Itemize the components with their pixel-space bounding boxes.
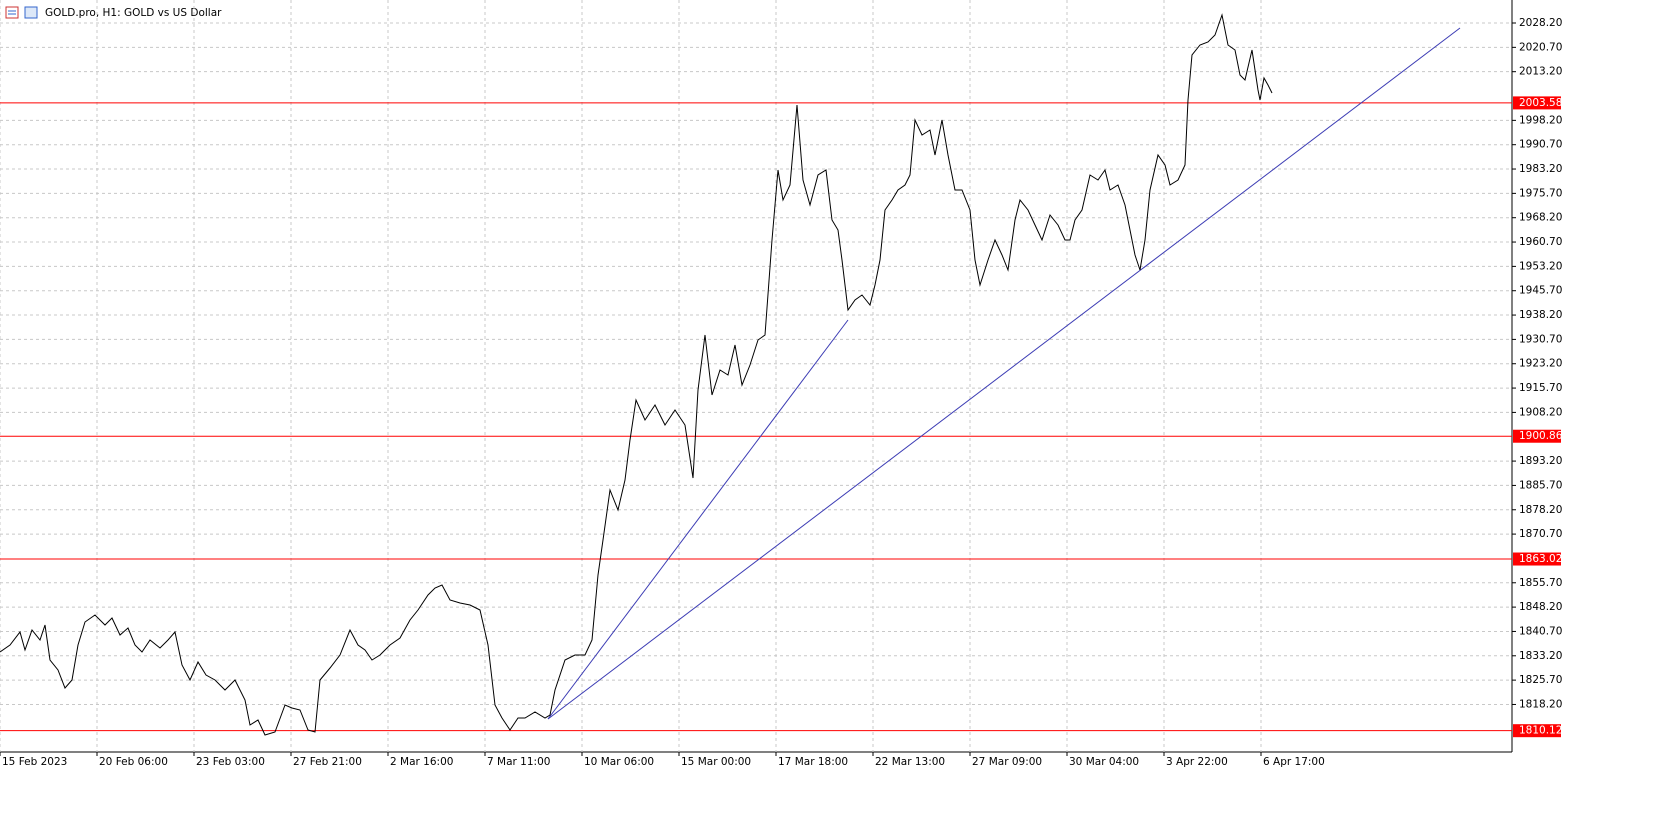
- y-tick-label: 1938.20: [1519, 309, 1562, 321]
- y-tick-label: 1855.70: [1519, 577, 1562, 589]
- level-label-bg: [1513, 96, 1561, 110]
- y-tick-label: 1930.70: [1519, 333, 1562, 345]
- x-tick-label: 7 Mar 11:00: [487, 756, 550, 768]
- level-label: 1863.02: [1519, 553, 1562, 565]
- y-tick-label: 1893.20: [1519, 455, 1562, 467]
- y-tick-label: 1975.70: [1519, 187, 1562, 199]
- level-label-bg: [1513, 552, 1561, 566]
- x-tick-label: 15 Feb 2023: [2, 756, 67, 768]
- icon: [5, 6, 19, 19]
- x-tick-label: 27 Mar 09:00: [972, 756, 1042, 768]
- y-tick-label: 1923.20: [1519, 358, 1562, 370]
- price-line: [0, 13, 1273, 736]
- x-tick-label: 6 Apr 17:00: [1263, 756, 1325, 768]
- level-label: 1810.12: [1519, 725, 1562, 737]
- y-tick-label: 1908.20: [1519, 406, 1562, 418]
- y-tick-label: 1990.70: [1519, 139, 1562, 151]
- y-tick-label: 1915.70: [1519, 382, 1562, 394]
- x-tick-label: 30 Mar 04:00: [1069, 756, 1139, 768]
- y-tick-label: 1945.70: [1519, 285, 1562, 297]
- y-tick-label: 1885.70: [1519, 479, 1562, 491]
- x-tick-label: 10 Mar 06:00: [584, 756, 654, 768]
- x-tick-label: 20 Feb 06:00: [99, 756, 168, 768]
- level-label-bg: [1513, 429, 1561, 443]
- y-tick-label: 2020.70: [1519, 41, 1562, 53]
- chart-title: GOLD.pro, H1: GOLD vs US Dollar: [45, 7, 222, 19]
- y-tick-label: 1960.70: [1519, 236, 1562, 248]
- y-tick-label: 2013.20: [1519, 66, 1562, 78]
- y-tick-label: 2028.20: [1519, 17, 1562, 29]
- level-label: 1900.86: [1519, 430, 1563, 442]
- y-tick-label: 1833.20: [1519, 650, 1562, 662]
- y-tick-label: 1983.20: [1519, 163, 1562, 175]
- x-tick-label: 23 Feb 03:00: [196, 756, 265, 768]
- y-tick-label: 1953.20: [1519, 260, 1562, 272]
- x-tick-label: 15 Mar 00:00: [681, 756, 751, 768]
- y-tick-label: 1848.20: [1519, 601, 1562, 613]
- y-tick-label: 1968.20: [1519, 212, 1562, 224]
- y-tick-label: 1998.20: [1519, 114, 1562, 126]
- y-tick-label: 1825.70: [1519, 674, 1562, 686]
- y-tick-label: 1840.70: [1519, 625, 1562, 637]
- x-tick-label: 3 Apr 22:00: [1166, 756, 1228, 768]
- y-tick-label: 1818.20: [1519, 698, 1562, 710]
- y-tick-label: 1870.70: [1519, 528, 1562, 540]
- y-tick-label: 1878.20: [1519, 504, 1562, 516]
- title-icons: [5, 6, 38, 19]
- x-tick-label: 22 Mar 13:00: [875, 756, 945, 768]
- level-label: 2003.58: [1519, 97, 1562, 109]
- x-tick-label: 2 Mar 16:00: [390, 756, 453, 768]
- level-label-bg: [1513, 724, 1561, 738]
- trend-line: [547, 319, 849, 720]
- x-tick-label: 17 Mar 18:00: [778, 756, 848, 768]
- x-tick-label: 27 Feb 21:00: [293, 756, 362, 768]
- icon: [24, 6, 38, 19]
- trend-line: [547, 27, 1461, 720]
